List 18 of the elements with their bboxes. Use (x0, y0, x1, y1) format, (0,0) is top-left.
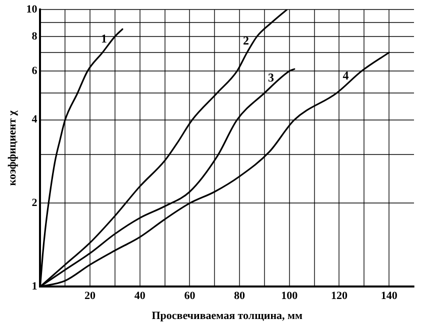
x-tick-label: 140 (380, 290, 398, 302)
annotation: 4 (342, 68, 349, 82)
x-axis-title: Просвечиваемая толщина, мм (152, 310, 304, 322)
y-tick-label: 10 (26, 3, 38, 16)
y-tick-label: 1 (32, 280, 38, 292)
x-tick-label: 20 (84, 290, 96, 302)
annotation: 2 (243, 33, 250, 48)
x-tick-label: 40 (134, 290, 146, 302)
x-tick-label: 120 (330, 290, 348, 302)
y-tick-label: 8 (32, 30, 38, 42)
annotation: 3 (268, 70, 274, 85)
x-tick-label: 100 (281, 290, 298, 302)
y-tick-label: 2 (32, 197, 38, 210)
x-tick-label: 60 (184, 290, 196, 302)
y-tick-label: 4 (32, 114, 38, 126)
y-tick-label: 6 (32, 64, 38, 77)
x-tick-label: 80 (234, 290, 246, 302)
y-axis-title: коэффициент χ (6, 110, 18, 186)
